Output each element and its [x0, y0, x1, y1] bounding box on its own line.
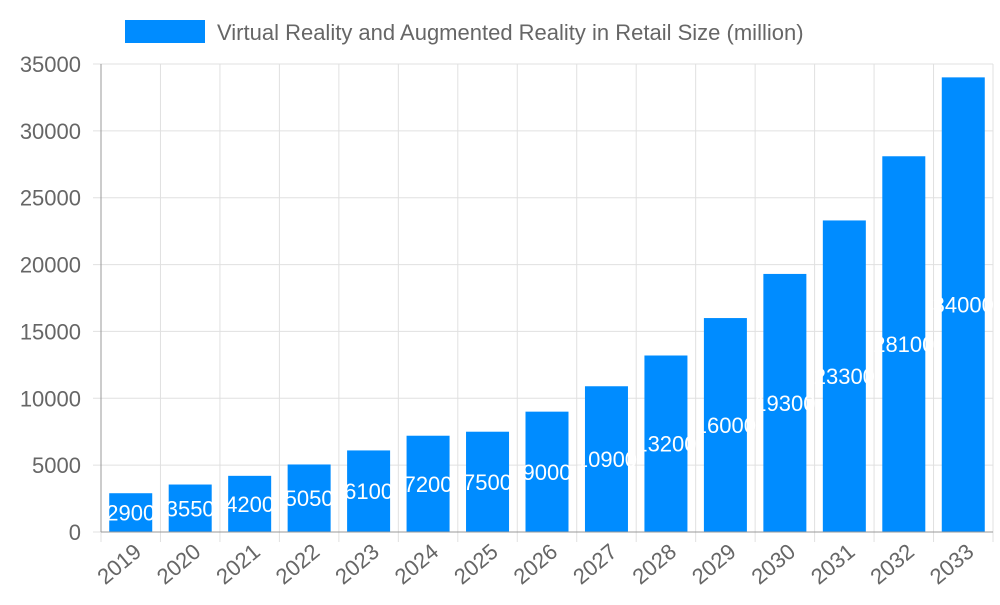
- x-tick-label: 2031: [806, 539, 860, 590]
- data-label: 10900: [576, 447, 637, 472]
- y-tick-label: 30000: [20, 119, 81, 144]
- data-label: 23300: [814, 364, 875, 389]
- y-tick-label: 5000: [32, 453, 81, 478]
- legend-label: Virtual Reality and Augmented Reality in…: [217, 20, 804, 45]
- x-tick-label: 2024: [390, 539, 444, 590]
- data-label: 7500: [463, 470, 512, 495]
- data-label: 16000: [695, 413, 756, 438]
- bar-2024[interactable]: [406, 435, 450, 532]
- x-tick-label: 2032: [865, 539, 919, 590]
- bar-2020[interactable]: [168, 484, 212, 532]
- bar-2032[interactable]: [882, 156, 926, 532]
- x-tick-label: 2029: [687, 539, 741, 590]
- data-label: 7200: [404, 472, 453, 497]
- bar-2023[interactable]: [347, 450, 391, 532]
- data-label: 19300: [754, 391, 815, 416]
- data-label: 9000: [523, 460, 572, 485]
- y-tick-label: 15000: [20, 319, 81, 344]
- y-tick-label: 20000: [20, 253, 81, 278]
- bar-2019[interactable]: [109, 493, 153, 532]
- data-label: 28100: [873, 332, 934, 357]
- x-tick-label: 2025: [449, 539, 503, 590]
- y-tick-label: 10000: [20, 386, 81, 411]
- x-tick-label: 2022: [271, 539, 325, 590]
- bar-2025[interactable]: [466, 431, 510, 532]
- data-label: 13200: [635, 432, 696, 457]
- bar-2029[interactable]: [703, 318, 747, 532]
- y-tick-label: 25000: [20, 186, 81, 211]
- x-tick-label: 2033: [925, 539, 979, 590]
- bar-2030[interactable]: [763, 273, 807, 532]
- bar-2031[interactable]: [822, 220, 866, 532]
- data-label: 2900: [106, 501, 155, 526]
- x-tick-label: 2026: [509, 539, 563, 590]
- legend-swatch: [125, 20, 205, 43]
- data-label: 34000: [933, 293, 994, 318]
- x-tick-label: 2027: [568, 539, 622, 590]
- data-label: 4200: [225, 492, 274, 517]
- x-tick-label: 2019: [92, 539, 146, 590]
- x-tick-label: 2030: [747, 539, 801, 590]
- y-tick-label: 0: [69, 520, 81, 545]
- data-label: 3550: [166, 496, 215, 521]
- x-tick-label: 2021: [211, 539, 265, 590]
- x-tick-label: 2023: [330, 539, 384, 590]
- legend[interactable]: Virtual Reality and Augmented Reality in…: [125, 20, 804, 45]
- data-label: 5050: [285, 486, 334, 511]
- data-label: 6100: [344, 479, 393, 504]
- x-tick-label: 2028: [628, 539, 682, 590]
- bar-2027[interactable]: [584, 386, 628, 532]
- bar-2033[interactable]: [941, 77, 985, 532]
- bar-2028[interactable]: [644, 355, 688, 532]
- x-tick-label: 2020: [152, 539, 206, 590]
- bar-2021[interactable]: [228, 475, 272, 532]
- bar-2022[interactable]: [287, 464, 331, 532]
- y-tick-label: 35000: [20, 52, 81, 77]
- bar-2026[interactable]: [525, 411, 569, 532]
